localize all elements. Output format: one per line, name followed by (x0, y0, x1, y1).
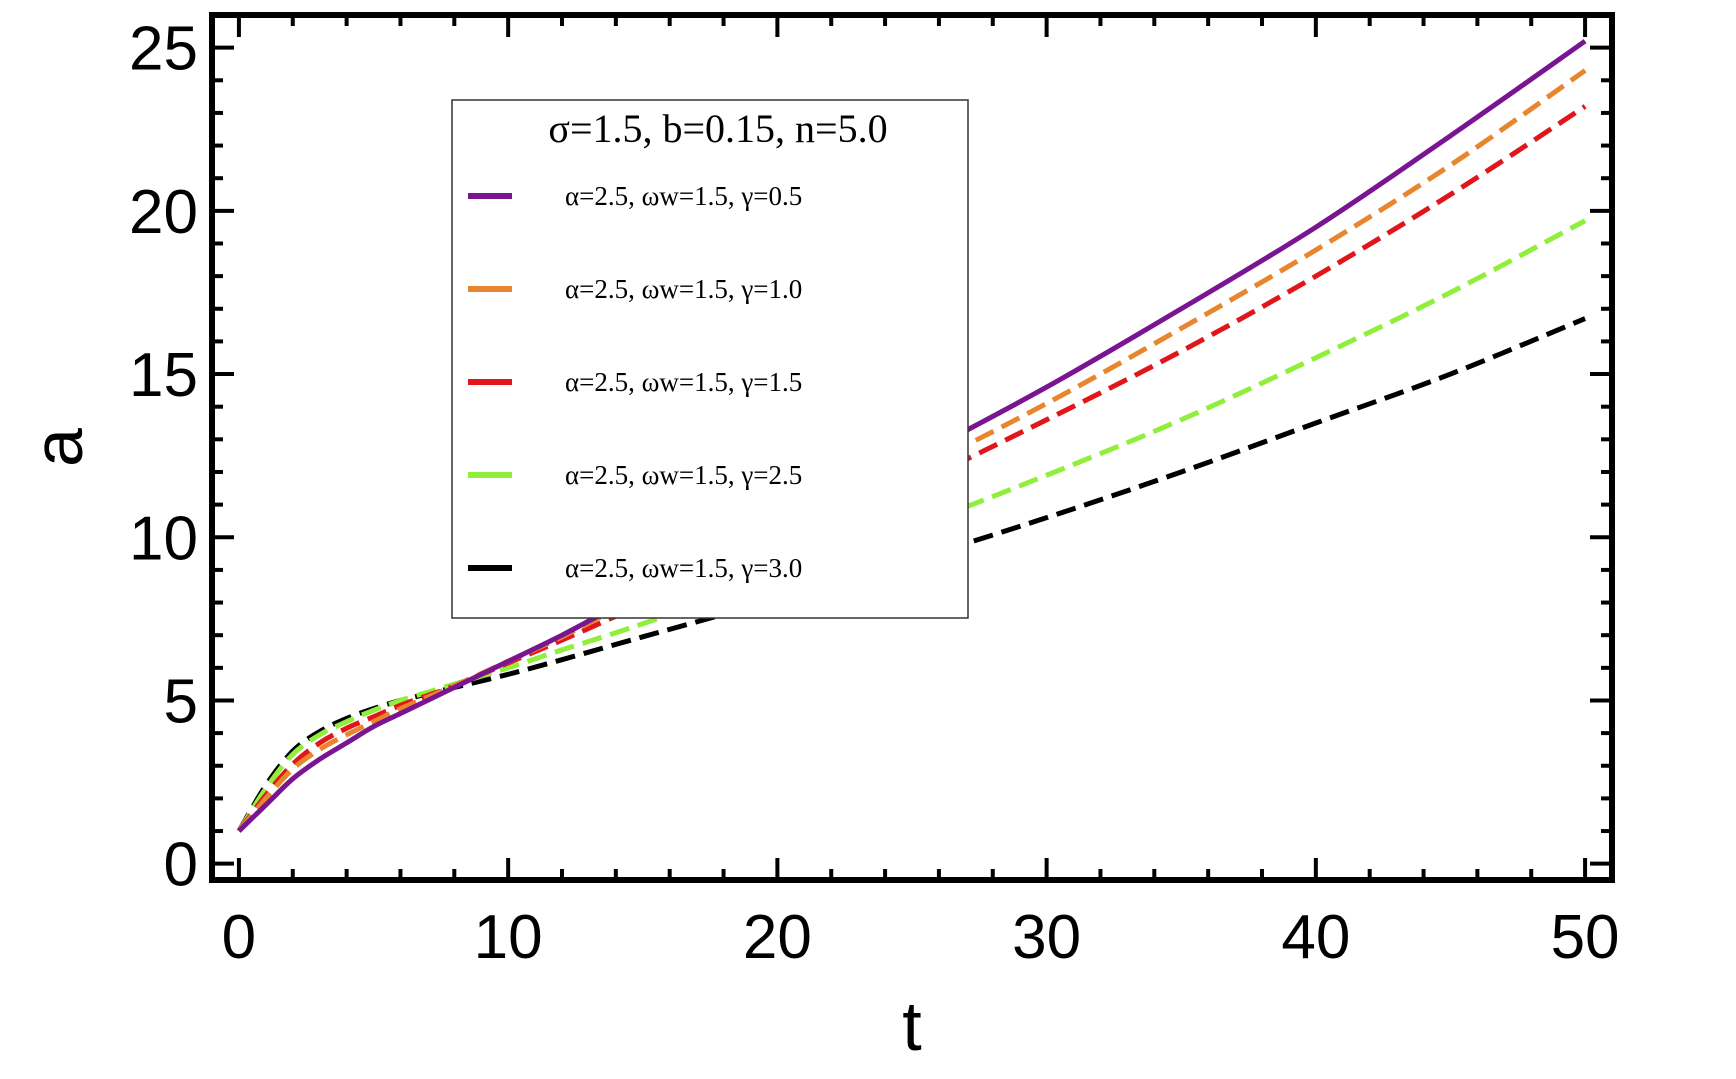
legend: σ=1.5, b=0.15, n=5.0 α=2.5, ωw=1.5, γ=0.… (451, 99, 969, 619)
series-line-5 (236, 316, 1587, 833)
legend-entry: α=2.5, ωw=1.5, γ=1.0 (468, 274, 802, 304)
legend-label: α=2.5, ωw=1.5, γ=1.0 (565, 274, 802, 304)
plot-frame (209, 12, 1615, 883)
x-tick-label: 40 (1281, 903, 1350, 972)
x-tick-label: 20 (743, 903, 812, 972)
legend-label: α=2.5, ωw=1.5, γ=1.5 (565, 367, 802, 397)
legend-label: α=2.5, ωw=1.5, γ=2.5 (565, 460, 802, 490)
legend-entry: α=2.5, ωw=1.5, γ=3.0 (468, 553, 802, 583)
tick-labels: 0 10 20 30 40 50 0 5 10 15 20 25 (129, 15, 1620, 972)
series-line-4 (236, 218, 1587, 833)
x-tick-label: 50 (1551, 903, 1620, 972)
y-tick-label: 20 (129, 178, 198, 247)
legend-box (451, 99, 969, 619)
legend-entry: α=2.5, ωw=1.5, γ=2.5 (468, 460, 802, 490)
x-tick-label: 10 (474, 903, 543, 972)
y-axis-label: a (19, 428, 97, 467)
x-tick-label: 30 (1012, 903, 1081, 972)
y-tick-label: 5 (164, 667, 198, 736)
legend-label: α=2.5, ωw=1.5, γ=0.5 (565, 181, 802, 211)
y-tick-label: 25 (129, 15, 198, 84)
x-axis-label: t (902, 987, 921, 1065)
y-tick-label: 15 (129, 341, 198, 410)
legend-entry: α=2.5, ωw=1.5, γ=1.5 (468, 367, 802, 397)
y-tick-label: 10 (129, 504, 198, 573)
y-tick-label: 0 (164, 831, 198, 900)
legend-title: σ=1.5, b=0.15, n=5.0 (548, 106, 887, 151)
x-tick-label: 0 (222, 903, 256, 972)
legend-items: α=2.5, ωw=1.5, γ=0.5 α=2.5, ωw=1.5, γ=1.0… (468, 181, 802, 583)
legend-label: α=2.5, ωw=1.5, γ=3.0 (565, 553, 802, 583)
legend-entry: α=2.5, ωw=1.5, γ=0.5 (468, 181, 802, 211)
